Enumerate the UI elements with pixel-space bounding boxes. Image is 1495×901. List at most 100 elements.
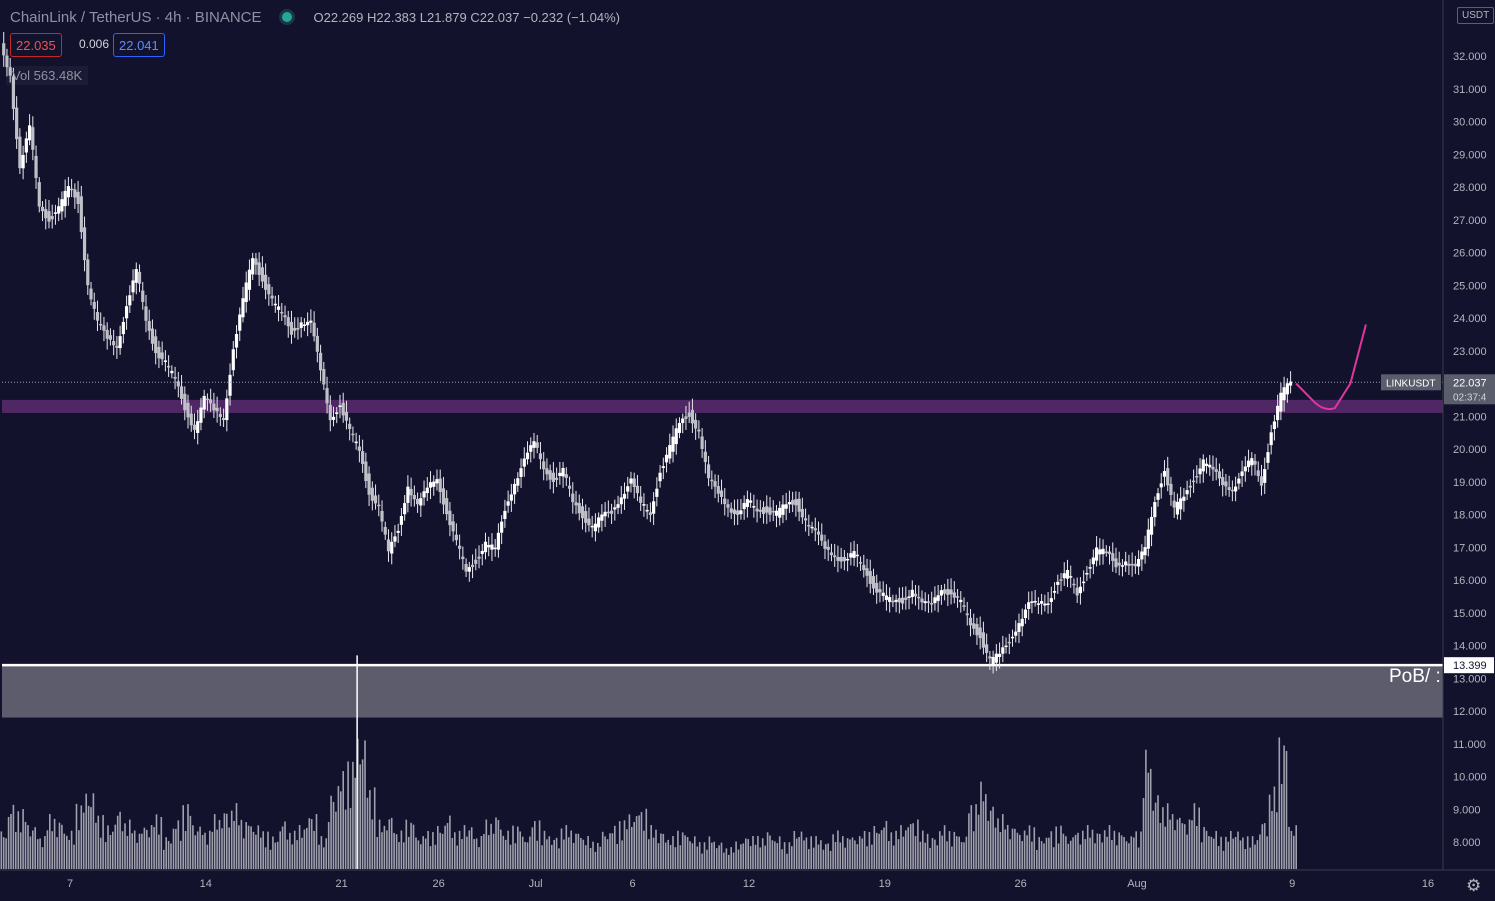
volume-bar: [61, 824, 63, 869]
volume-bar: [589, 848, 592, 869]
candle-body: [1036, 603, 1040, 605]
volume-bar: [778, 836, 781, 869]
candle-body: [128, 295, 132, 306]
volume-bar: [340, 791, 342, 869]
sell-price-button[interactable]: 22.035: [10, 33, 62, 57]
candle-body: [904, 597, 908, 600]
resistance-zone[interactable]: [2, 399, 1443, 413]
symbol-title[interactable]: ChainLink / TetherUS · 4h · BINANCE: [10, 8, 262, 26]
candle-body: [884, 595, 889, 600]
volume-bar: [376, 837, 378, 869]
x-tick-label: 12: [743, 878, 755, 890]
volume-bar: [1055, 826, 1057, 869]
x-tick-label: 26: [1014, 878, 1026, 890]
y-tick-label: 23.000: [1453, 346, 1487, 358]
candle-body: [454, 534, 458, 541]
volume-bar: [560, 828, 563, 869]
settings-gear-icon[interactable]: ⚙: [1466, 876, 1482, 895]
candle-body: [1211, 466, 1215, 470]
volume-bar: [15, 831, 17, 869]
volume-bar: [1137, 847, 1140, 869]
candle-body: [60, 199, 64, 212]
volume-bar: [1096, 833, 1099, 869]
x-tick-label: Aug: [1127, 878, 1147, 890]
candle-body: [1069, 576, 1073, 578]
candle-body: [445, 498, 449, 515]
candle-body: [694, 419, 698, 429]
volume-bar: [1006, 825, 1009, 869]
candle-body: [170, 370, 174, 374]
volume-bar: [631, 826, 633, 869]
volume-bar: [1113, 830, 1116, 869]
volume-bar: [371, 819, 374, 869]
volume-bar: [917, 819, 919, 869]
volume-bar: [1186, 834, 1188, 869]
volume-bar: [1038, 837, 1040, 869]
candle-body: [322, 369, 326, 385]
volume-bar: [318, 844, 320, 869]
candle-body: [500, 521, 504, 533]
volume-bar: [58, 822, 61, 869]
y-tick-label: 29.000: [1453, 149, 1487, 161]
currency-badge[interactable]: USDT: [1457, 7, 1495, 24]
volume-bar: [1239, 840, 1242, 869]
candle-body: [1191, 480, 1196, 483]
volume-bar: [512, 825, 514, 869]
candle-body: [690, 409, 695, 424]
volume-bar: [640, 812, 643, 869]
volume-bar: [226, 813, 228, 869]
volume-bar: [669, 844, 672, 869]
volume-bar: [698, 842, 701, 869]
volume-bar: [424, 838, 427, 869]
candle-body: [897, 598, 901, 603]
buy-price-button[interactable]: 22.041: [113, 33, 165, 57]
candle-body: [79, 196, 83, 233]
volume-bar: [677, 830, 679, 869]
volume-bar: [352, 761, 354, 869]
candle-body: [800, 508, 804, 518]
volume-bar: [922, 830, 924, 869]
volume-bar: [885, 820, 888, 869]
candle-body: [836, 557, 840, 561]
volume-bar: [1106, 836, 1108, 869]
volume-bar: [747, 839, 749, 869]
volume-bar: [274, 842, 277, 869]
candle-body: [1120, 565, 1125, 567]
volume-bar: [1089, 837, 1091, 869]
volume-bar: [201, 834, 204, 869]
candle-body: [561, 468, 565, 477]
candle-body: [1188, 485, 1192, 488]
pob-zone[interactable]: [2, 665, 1443, 718]
volume-bar: [1140, 831, 1142, 869]
candle-body: [668, 445, 672, 459]
volume-bar: [347, 761, 349, 869]
candle-body: [225, 398, 229, 421]
volume-bar: [1176, 819, 1179, 869]
volume-bar: [1181, 823, 1184, 869]
volume-bar: [1019, 834, 1021, 869]
y-tick-label: 9.000: [1453, 804, 1481, 816]
volume-bar: [759, 847, 762, 869]
volume-bar: [880, 830, 883, 869]
volume-bar: [260, 837, 262, 869]
volume-bar: [325, 838, 327, 869]
volume-bar: [238, 825, 240, 869]
volume-bar: [570, 830, 572, 869]
volume-bar: [405, 819, 408, 869]
candle-body: [626, 486, 630, 492]
candle-body: [34, 155, 38, 179]
x-tick-label: 14: [200, 878, 212, 890]
volume-bar: [250, 826, 252, 869]
volume-bar: [803, 840, 805, 869]
candle-body: [432, 481, 436, 487]
candle-body: [280, 311, 284, 314]
volume-bar: [611, 833, 614, 869]
volume-bar: [582, 839, 585, 869]
symbol-price-tag[interactable]: [1381, 374, 1441, 391]
volume-bar: [1263, 823, 1266, 869]
projection-curve[interactable]: [1295, 324, 1367, 411]
candle-body: [1127, 563, 1131, 566]
volume-bar: [509, 844, 512, 869]
candle-body: [949, 589, 953, 595]
